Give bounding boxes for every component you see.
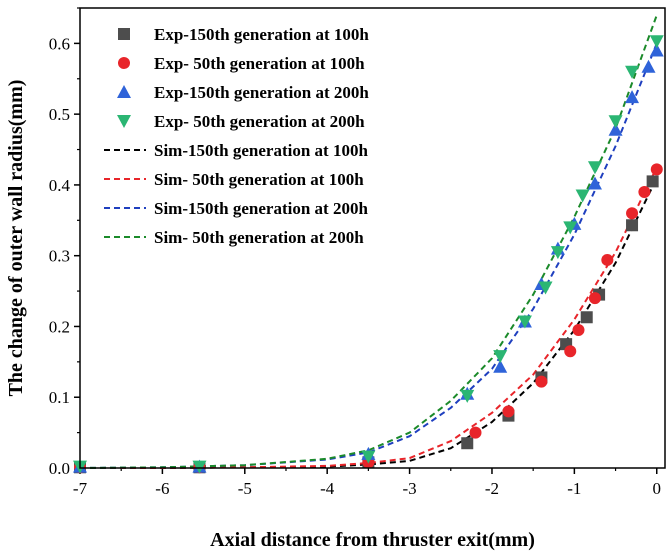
legend-label: Exp- 50th generation at 100h xyxy=(154,54,365,73)
legend-label: Sim- 50th generation at 200h xyxy=(154,228,364,247)
data-point xyxy=(625,90,640,104)
legend-swatch xyxy=(117,85,131,98)
y-tick-label: 0.1 xyxy=(49,388,70,407)
series-exp-50th-generation-at-200h xyxy=(73,35,664,474)
data-point xyxy=(588,292,601,305)
data-point xyxy=(535,375,548,388)
data-point xyxy=(625,65,640,79)
plot-frame xyxy=(79,7,666,469)
legend-label: Exp-150th generation at 100h xyxy=(154,25,369,44)
legend-label: Sim-150th generation at 100h xyxy=(154,141,368,160)
data-point xyxy=(461,437,474,450)
legend-item: Exp-150th generation at 200h xyxy=(117,83,369,102)
legend-item: Exp-150th generation at 100h xyxy=(118,25,369,44)
data-point xyxy=(601,253,614,266)
data-point xyxy=(649,43,664,57)
y-tick-label: 0.6 xyxy=(49,34,70,53)
legend-label: Sim- 50th generation at 100h xyxy=(154,170,364,189)
series-sim-50th-generation-at-200h xyxy=(79,14,658,469)
series-line xyxy=(79,14,658,469)
y-tick-label: 0.3 xyxy=(49,247,70,266)
data-point xyxy=(608,115,623,129)
data-point xyxy=(192,460,207,474)
legend-swatch xyxy=(118,28,130,40)
x-axis-label: Axial distance from thruster exit(mm) xyxy=(210,529,535,551)
data-point xyxy=(564,345,577,358)
x-tick-label: -1 xyxy=(567,479,581,498)
data-point xyxy=(646,175,659,188)
data-point xyxy=(361,450,376,464)
x-tick-label: -7 xyxy=(73,479,88,498)
y-tick-label: 0.2 xyxy=(49,317,70,336)
data-point xyxy=(538,281,553,295)
legend-item: Exp- 50th generation at 200h xyxy=(117,112,365,131)
data-point xyxy=(649,35,664,49)
data-point xyxy=(493,359,508,373)
legend-label: Exp- 50th generation at 200h xyxy=(154,112,365,131)
y-axis-label: The change of outer wall radius(mm) xyxy=(5,80,27,397)
series-line xyxy=(80,177,658,469)
x-tick-label: 0 xyxy=(653,479,662,498)
x-tick-label: -2 xyxy=(485,479,499,498)
data-point xyxy=(460,389,475,403)
series-sim-150th-generation-at-200h xyxy=(79,43,658,469)
data-point xyxy=(626,207,639,220)
x-tick-label: -3 xyxy=(402,479,416,498)
y-tick-label: 0.0 xyxy=(49,459,70,478)
legend-item: Sim-150th generation at 200h xyxy=(104,199,368,218)
legend-label: Sim-150th generation at 200h xyxy=(154,199,368,218)
data-point xyxy=(587,161,602,175)
series-layer xyxy=(73,14,664,474)
y-tick-label: 0.4 xyxy=(49,176,71,195)
legend-label: Exp-150th generation at 200h xyxy=(154,83,369,102)
x-tick-label: -5 xyxy=(238,479,252,498)
data-point xyxy=(580,311,593,324)
legend-item: Exp- 50th generation at 100h xyxy=(118,54,365,73)
data-point xyxy=(608,122,623,136)
data-point xyxy=(502,405,515,418)
series-line xyxy=(79,43,658,469)
data-point xyxy=(638,186,651,198)
data-point xyxy=(650,163,663,176)
legend-swatch xyxy=(117,115,131,128)
data-point xyxy=(517,315,532,329)
data-point xyxy=(575,189,590,203)
legend: Exp-150th generation at 100h Exp- 50th ge… xyxy=(104,25,369,247)
y-tick-label: 0.5 xyxy=(49,105,70,124)
legend-item: Sim-150th generation at 100h xyxy=(104,141,368,160)
series-sim-150th-generation-at-100h xyxy=(80,177,658,469)
data-point xyxy=(641,59,656,73)
axis-ticks: -7 -6 -5 -4 -3 -2 -1 0 0.0 0.1 0.2 0.3 0.4 0.5 0.6 xyxy=(49,7,662,498)
data-point xyxy=(493,350,508,364)
data-point xyxy=(626,219,639,232)
data-point xyxy=(587,176,602,190)
legend-swatch xyxy=(118,57,130,69)
data-point xyxy=(550,246,565,260)
data-point xyxy=(563,221,578,235)
legend-item: Sim- 50th generation at 200h xyxy=(104,228,364,247)
data-point xyxy=(469,426,482,439)
x-tick-label: -4 xyxy=(320,479,335,498)
legend-item: Sim- 50th generation at 100h xyxy=(104,170,364,189)
series-exp-150th-generation-at-200h xyxy=(73,43,664,473)
x-tick-label: -6 xyxy=(155,479,169,498)
data-point xyxy=(572,324,585,336)
